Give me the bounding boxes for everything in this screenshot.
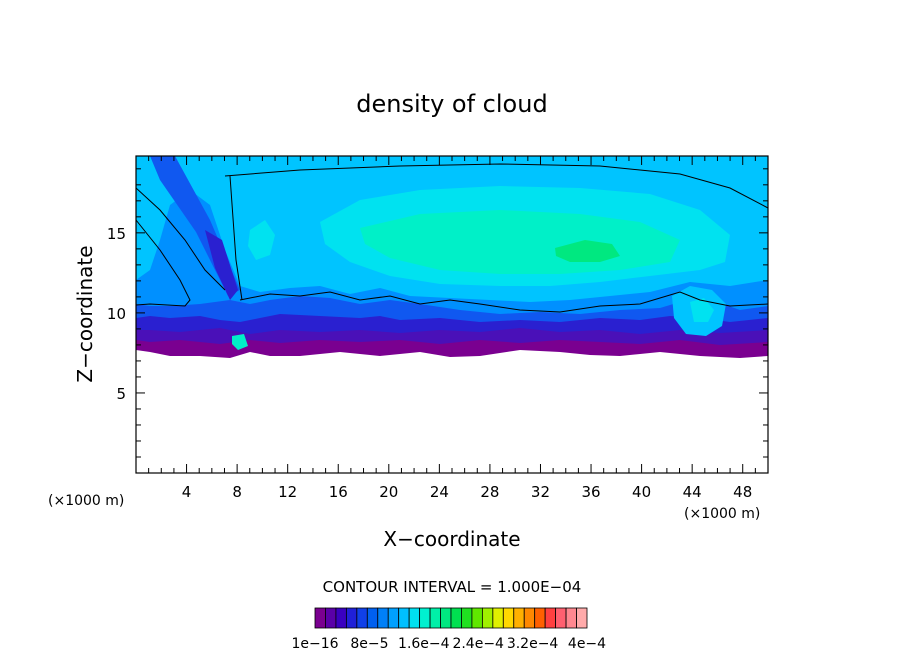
colorbar-swatch	[377, 607, 389, 629]
colorbar-swatch	[325, 607, 337, 629]
colorbar-swatch	[555, 607, 567, 629]
contour-line-left-2	[136, 219, 191, 307]
colorbar-swatch	[450, 607, 462, 629]
y-tick-label: 5	[116, 385, 126, 403]
x-tick-label: 4	[182, 483, 192, 501]
band-green	[555, 240, 620, 262]
x-tick-label: 32	[531, 483, 550, 501]
colorbar-label: 3.2e−4	[507, 636, 559, 652]
x-unit-right: (×1000 m)	[684, 506, 760, 522]
x-tick-label: 8	[232, 483, 242, 501]
colorbar-labels: 1e−16 8e−5 1.6e−4 2.4e−4 3.2e−4 4e−4	[291, 636, 606, 652]
colorbar-swatch	[408, 607, 421, 629]
contour-field	[136, 156, 768, 473]
colorbar-swatch	[398, 607, 410, 629]
colorbar-swatch	[523, 607, 536, 629]
x-tick-label: 20	[379, 483, 398, 501]
colorbar-swatch	[461, 607, 473, 629]
streak-left-2	[205, 230, 238, 300]
x-unit-left: (×1000 m)	[48, 493, 124, 509]
colorbar-swatch	[502, 607, 515, 629]
colorbar-swatch	[565, 607, 577, 629]
chart-title: density of cloud	[356, 90, 547, 118]
x-tick-label: 40	[632, 483, 651, 501]
y-tick-label: 15	[107, 225, 126, 243]
y-axis-ticks: 5 10 15	[107, 168, 768, 474]
colorbar-swatch	[429, 607, 441, 629]
colorbar-swatch	[513, 607, 525, 629]
patch-turbulent-2	[690, 298, 714, 322]
colorbar-swatch	[576, 607, 588, 629]
colorbar-swatch	[440, 607, 452, 629]
colorbar-label: 8e−5	[350, 636, 388, 652]
colorbar-label: 2.4e−4	[452, 636, 504, 652]
colorbar-swatch	[492, 607, 504, 629]
colorbar-swatch	[356, 607, 368, 629]
colorbar-swatch	[387, 607, 400, 629]
contour-line-top	[224, 163, 768, 209]
y-tick-label: 10	[107, 305, 126, 323]
colorbar-swatch	[335, 607, 347, 629]
colorbar-swatch	[534, 607, 546, 629]
y-axis-title: Z−coordinate	[73, 245, 97, 382]
colorbar-swatch	[471, 607, 483, 629]
colorbar-label: 1e−16	[291, 636, 338, 652]
patch-x8	[232, 334, 248, 350]
x-tick-label: 12	[278, 483, 297, 501]
x-axis-title: X−coordinate	[383, 527, 520, 551]
contour-line-cloudbase	[239, 291, 768, 313]
contour-line-left	[136, 187, 226, 291]
colorbar-swatch	[345, 607, 358, 629]
colorbar-label: 1.6e−4	[398, 636, 450, 652]
colorbar-swatch	[544, 607, 557, 629]
x-tick-label: 36	[581, 483, 600, 501]
colorbar	[314, 607, 588, 629]
colorbar-swatch	[481, 607, 494, 629]
contour-interval-label: CONTOUR INTERVAL = 1.000E−04	[323, 578, 582, 596]
x-tick-label: 44	[683, 483, 702, 501]
x-tick-label: 16	[329, 483, 348, 501]
colorbar-swatch	[314, 607, 326, 629]
x-tick-label: 28	[480, 483, 499, 501]
colorbar-swatch	[419, 607, 431, 629]
contour-line-inner	[229, 175, 243, 301]
colorbar-label: 4e−4	[568, 636, 606, 652]
x-tick-label: 24	[430, 483, 449, 501]
x-tick-label: 48	[733, 483, 752, 501]
x-axis-ticks: 4 8 12 16 20 24 28 32 36 40 44 48	[135, 156, 769, 501]
band-cyan-left	[248, 220, 275, 260]
colorbar-swatch	[366, 607, 379, 629]
